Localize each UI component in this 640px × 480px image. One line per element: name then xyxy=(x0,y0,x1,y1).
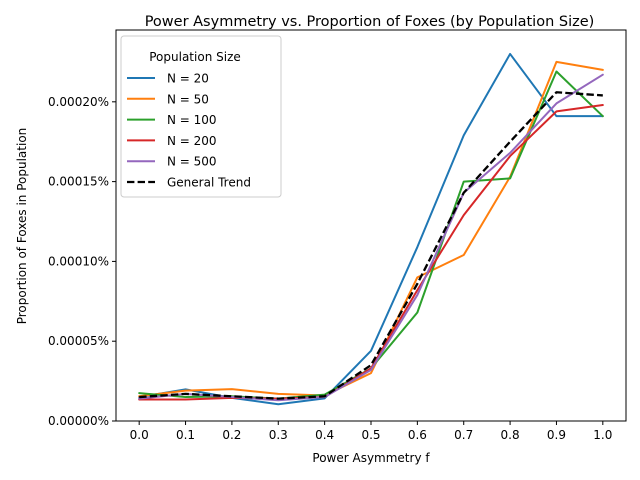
legend-label-1: N = 50 xyxy=(167,92,209,106)
y-tick-label: 0.00010% xyxy=(48,254,109,268)
x-tick-label: 0.0 xyxy=(130,428,149,442)
plot-frame xyxy=(115,29,627,422)
chart-title: Power Asymmetry vs. Proportion of Foxes … xyxy=(145,14,595,30)
y-axis-label: Proportion of Foxes in Population xyxy=(15,128,29,325)
x-tick-label: 1.0 xyxy=(593,428,612,442)
x-tick-label: 0.9 xyxy=(547,428,566,442)
legend-label-3: N = 200 xyxy=(167,134,217,148)
series-line-1 xyxy=(138,60,604,398)
legend-label-5: General Trend xyxy=(167,176,251,190)
legend-label-2: N = 100 xyxy=(167,113,217,127)
x-tick-label: 0.3 xyxy=(269,428,288,442)
y-tick-label: 0.00015% xyxy=(48,175,109,189)
x-tick-label: 0.4 xyxy=(315,428,334,442)
legend-box xyxy=(120,35,282,198)
x-tick-label: 0.7 xyxy=(454,428,473,442)
legend-label-4: N = 500 xyxy=(167,155,217,169)
y-tick-label: 0.00000% xyxy=(48,414,109,428)
legend: Population Size N = 20 N = 50 N = 100 N = 2… xyxy=(120,35,282,198)
x-tick-label: 0.2 xyxy=(222,428,241,442)
x-axis-label: Power Asymmetry f xyxy=(312,451,430,465)
x-tick-label: 0.8 xyxy=(501,428,520,442)
plot-area xyxy=(138,52,604,406)
legend-label-0: N = 20 xyxy=(167,72,209,86)
y-tick-label: 0.00020% xyxy=(48,95,109,109)
x-tick-label: 0.1 xyxy=(176,428,195,442)
axis-ticks: 0.0 0.1 0.2 0.3 0.4 0.5 0.6 0.7 0.8 0.9 1.0 0.00000… xyxy=(48,95,612,442)
legend-title: Population Size xyxy=(149,50,241,64)
y-tick-label: 0.00005% xyxy=(48,334,109,348)
series-line-5 xyxy=(139,91,603,400)
x-tick-label: 0.6 xyxy=(408,428,427,442)
x-tick-label: 0.5 xyxy=(361,428,380,442)
